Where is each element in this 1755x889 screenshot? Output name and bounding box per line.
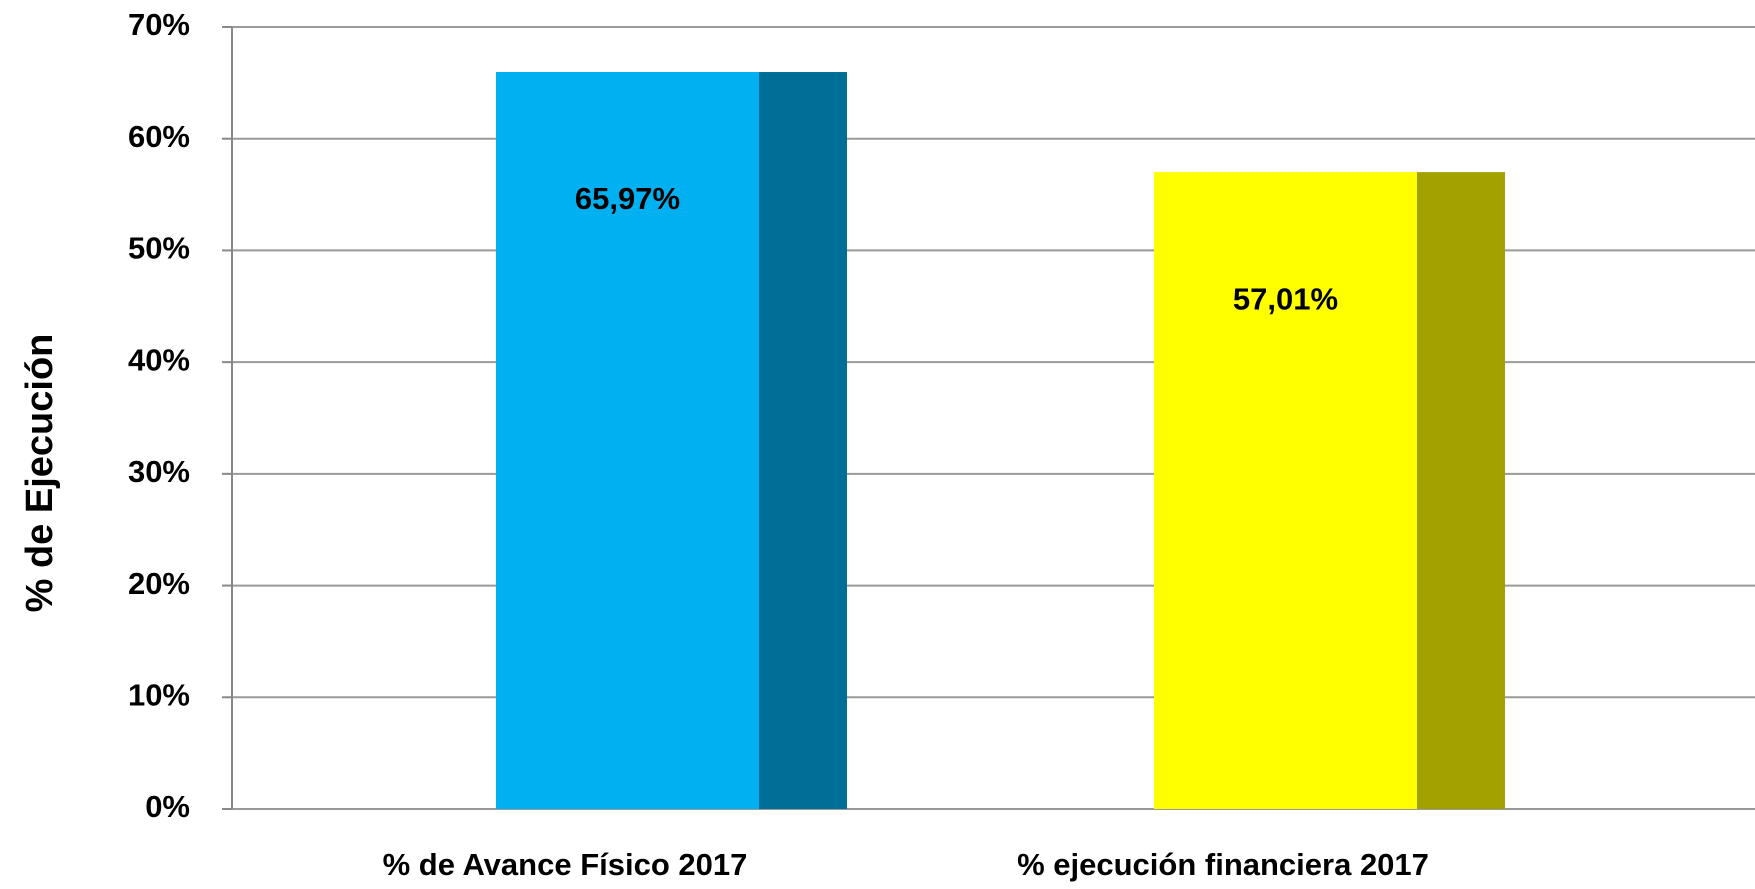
bar-side [759, 72, 847, 809]
x-tick-label: % ejecución financiera 2017 [1017, 847, 1429, 882]
y-tick-label: 70% [128, 7, 190, 42]
x-tick-label: % de Avance Físico 2017 [383, 847, 748, 882]
y-tick-label: 60% [128, 119, 190, 154]
y-tick-label: 20% [128, 566, 190, 601]
value-label: 57,01% [1233, 281, 1338, 316]
y-tick-label: 30% [128, 454, 190, 489]
bar [496, 72, 759, 809]
y-tick-label: 50% [128, 231, 190, 266]
y-tick-label: 10% [128, 677, 190, 712]
bar-side [1417, 172, 1505, 810]
bar [1154, 172, 1417, 810]
y-tick-label: 0% [145, 789, 190, 824]
y-axis-title: % de Ejecución [19, 334, 61, 613]
value-label: 65,97% [575, 181, 680, 216]
y-tick-label: 40% [128, 342, 190, 377]
